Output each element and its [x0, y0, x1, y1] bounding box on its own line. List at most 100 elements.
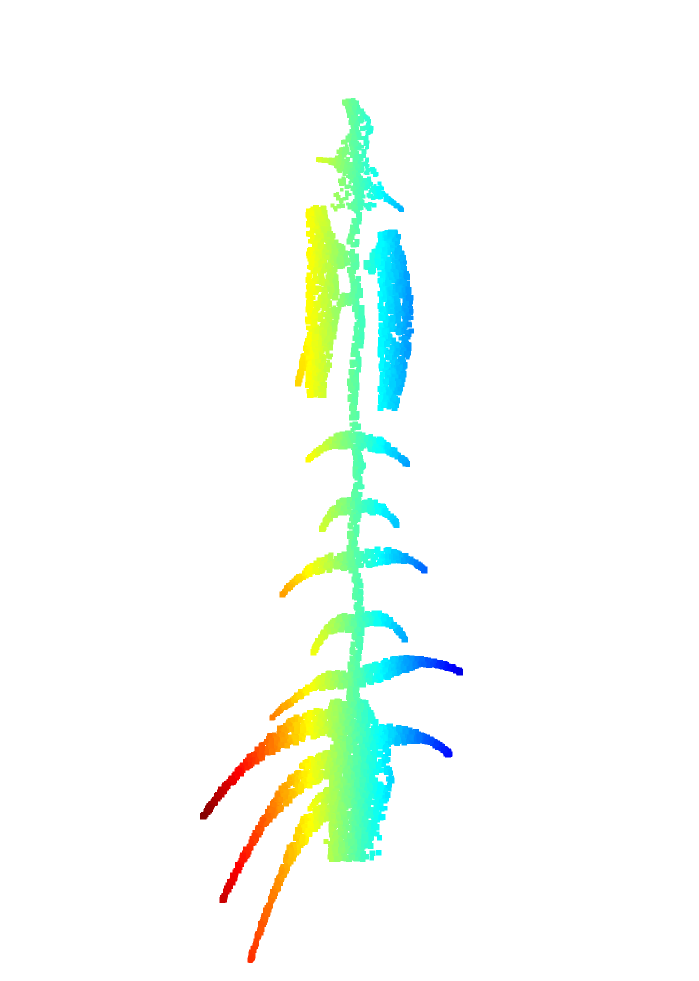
- leaf-point: [385, 558, 390, 563]
- stem-point: [357, 583, 364, 589]
- leaf-point: [376, 249, 381, 254]
- tassel-point: [342, 150, 347, 155]
- stem-point: [357, 156, 363, 161]
- stem-point: [349, 277, 355, 283]
- leaf-point: [329, 239, 335, 245]
- leaf-point: [379, 663, 383, 668]
- stem-point: [354, 253, 359, 258]
- tassel-point: [354, 149, 358, 153]
- leaf-point: [326, 439, 332, 445]
- stem-point: [355, 655, 362, 661]
- leaf-point: [400, 287, 406, 293]
- leaf-point: [376, 436, 383, 443]
- leaf-point: [384, 303, 390, 308]
- stem-point: [360, 335, 365, 340]
- leaf-point: [404, 661, 409, 666]
- leaf-point: [383, 334, 388, 340]
- stem-point: [357, 644, 363, 650]
- leaf-point: [360, 442, 367, 449]
- leaf-point: [401, 323, 408, 330]
- leaf-point: [315, 229, 321, 235]
- leaf-point: [385, 276, 392, 283]
- leaf-point: [406, 661, 413, 668]
- leaf-point: [336, 244, 341, 249]
- leaf-point: [311, 319, 318, 326]
- stem-point: [354, 532, 359, 537]
- leaf-point: [312, 224, 319, 230]
- leaf-point: [390, 558, 397, 564]
- leaf-point: [414, 656, 420, 662]
- leaf-point: [326, 322, 331, 327]
- stem-point: [355, 473, 361, 479]
- leaf-point: [355, 552, 360, 557]
- leaf-point: [314, 389, 321, 396]
- leaf-point: [387, 245, 394, 252]
- leaf-point: [305, 362, 311, 369]
- stem-point: [369, 856, 375, 861]
- stem-point: [357, 589, 363, 595]
- leaf-point: [394, 378, 402, 385]
- tassel-point: [371, 195, 376, 201]
- leaf-point: [387, 333, 392, 339]
- leaf-point: [384, 316, 388, 321]
- leaf-point: [373, 562, 379, 567]
- leaf-point: [337, 159, 341, 163]
- tassel-point: [336, 149, 342, 155]
- leaf-point: [316, 224, 322, 230]
- leaf-point: [378, 394, 383, 400]
- leaf-point: [383, 398, 387, 402]
- leaf-point: [347, 432, 352, 436]
- stem-point: [352, 471, 358, 477]
- leaf-point: [315, 305, 321, 310]
- leaf-point: [311, 241, 318, 248]
- leaf-point: [314, 316, 319, 321]
- leaf-point: [322, 246, 330, 253]
- stem-point: [357, 649, 362, 655]
- leaf-point: [404, 340, 409, 345]
- stem-point: [355, 276, 362, 282]
- leaf-point: [315, 221, 321, 226]
- tassel-point: [357, 107, 361, 111]
- leaf-point: [345, 440, 351, 446]
- tassel-point: [342, 153, 347, 158]
- leaf-point: [338, 626, 345, 633]
- stem-point: [353, 150, 359, 157]
- leaf-point: [388, 290, 395, 297]
- leaf-point: [338, 442, 345, 449]
- stem-point: [359, 187, 364, 192]
- leaf-point: [348, 614, 355, 621]
- leaf-point: [316, 355, 322, 360]
- leaf-point: [348, 111, 354, 117]
- leaf-point: [390, 242, 395, 248]
- leaf-point: [387, 271, 394, 278]
- leaf-point: [358, 617, 363, 622]
- leaf-point: [339, 245, 346, 252]
- stem-point: [354, 459, 359, 464]
- leaf-point: [305, 569, 311, 575]
- tassel-point: [338, 154, 343, 159]
- stem-point: [352, 485, 358, 491]
- leaf-point: [392, 289, 398, 296]
- leaf-point: [306, 381, 311, 386]
- stem-point: [356, 211, 362, 218]
- leaf-point: [313, 251, 317, 255]
- stem-point: [348, 234, 355, 240]
- leaf-point: [312, 566, 319, 574]
- leaf-point: [384, 661, 391, 668]
- leaf-point: [290, 581, 295, 586]
- stem-point: [355, 626, 361, 632]
- leaf-point: [391, 621, 397, 628]
- leaf-point: [364, 186, 369, 191]
- leaf-point: [335, 315, 340, 320]
- stem-point: [353, 570, 358, 576]
- leaf-point: [329, 233, 336, 239]
- tassel-point: [368, 129, 373, 134]
- leaf-point: [378, 503, 385, 510]
- leaf-point: [329, 353, 334, 358]
- leaf-point: [375, 447, 382, 454]
- leaf-point: [315, 364, 320, 370]
- leaf-point: [327, 355, 332, 360]
- leaf-point: [326, 317, 332, 323]
- tassel-point: [353, 206, 358, 211]
- tassel-point: [339, 178, 343, 183]
